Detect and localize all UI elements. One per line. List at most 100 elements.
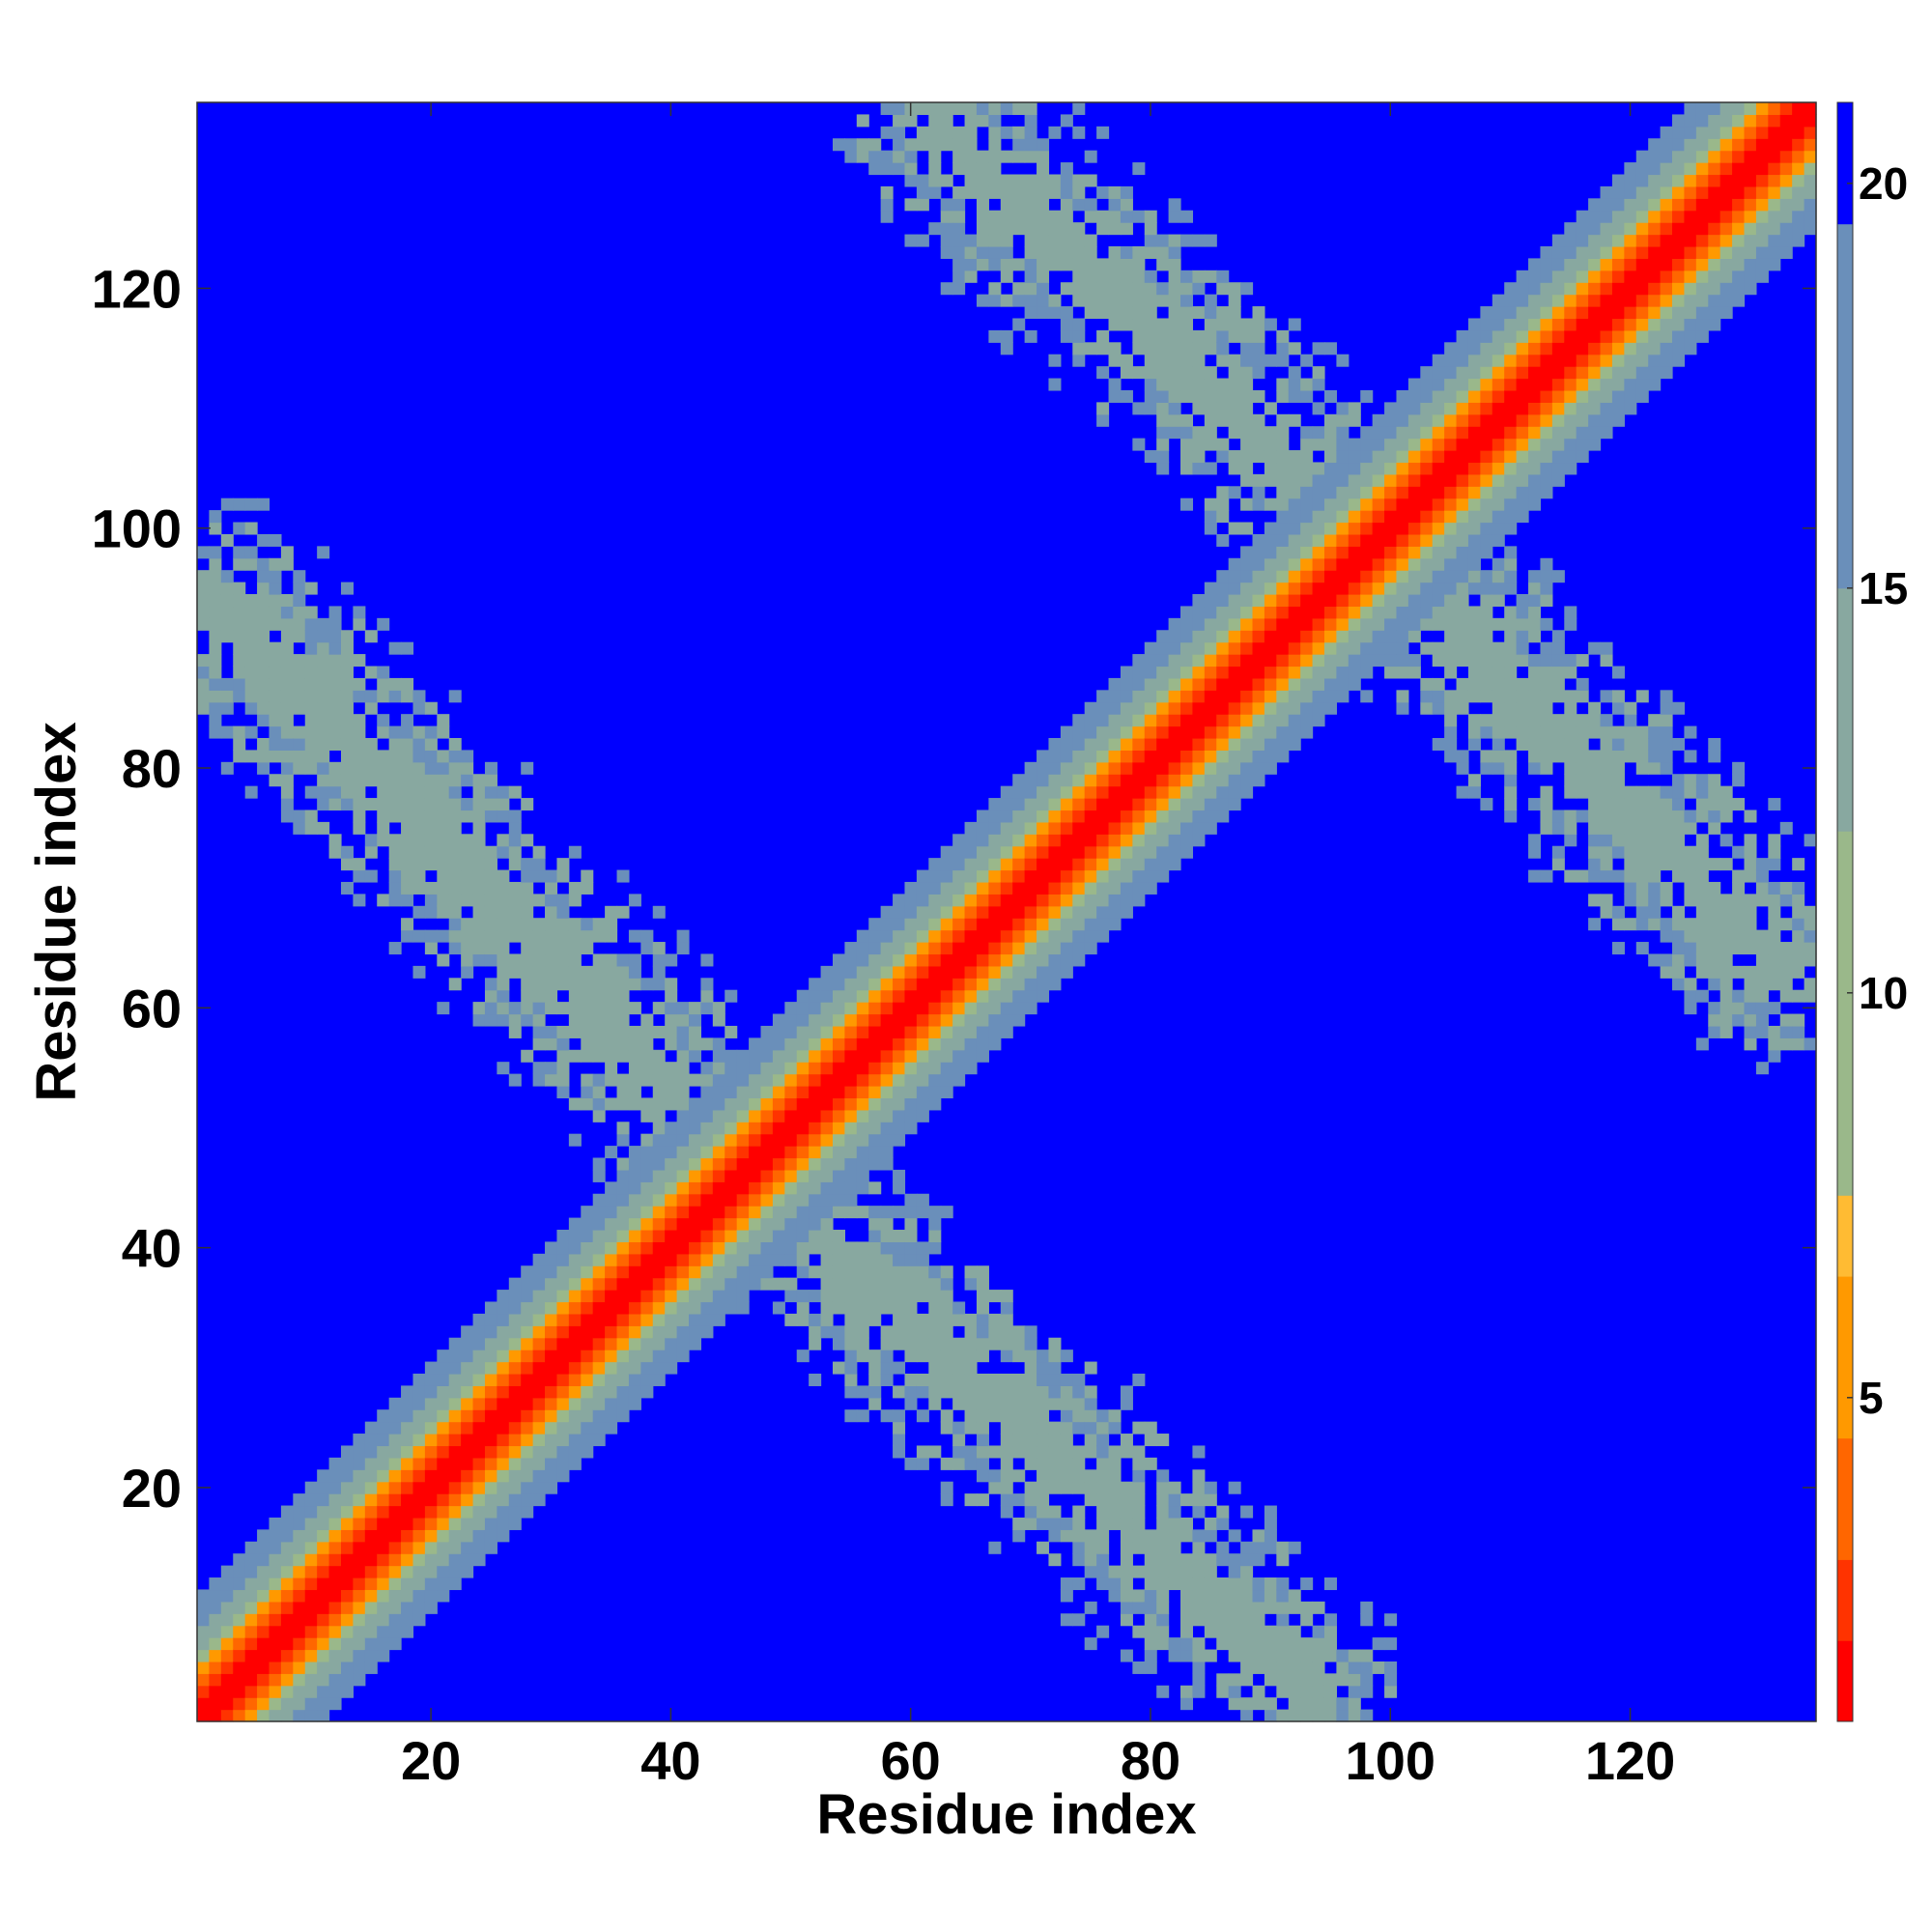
heatmap-cell: [448, 690, 462, 703]
heatmap-cell: [592, 1290, 606, 1303]
heatmap-cell: [437, 1434, 450, 1447]
heatmap-cell: [1252, 594, 1265, 608]
heatmap-cell: [1660, 690, 1673, 703]
heatmap-cell: [1228, 701, 1241, 715]
heatmap-cell: [269, 714, 282, 727]
heatmap-cell: [940, 918, 953, 931]
heatmap-cell: [497, 942, 510, 955]
heatmap-cell: [652, 1157, 666, 1171]
heatmap-cell: [340, 1457, 354, 1470]
heatmap-cell: [1144, 834, 1157, 847]
heatmap-cell: [1240, 1505, 1254, 1519]
heatmap-cell: [940, 1325, 953, 1339]
heatmap-cell: [220, 497, 234, 511]
heatmap-cell: [856, 1313, 869, 1326]
heatmap-cell: [484, 858, 497, 871]
heatmap-cell: [269, 1529, 282, 1543]
heatmap-cell: [280, 1709, 294, 1722]
heatmap-cell: [628, 1146, 641, 1159]
heatmap-cell: [388, 942, 402, 955]
heatmap-cell: [545, 1037, 558, 1051]
heatmap-cell: [952, 198, 966, 212]
heatmap-cell: [1168, 725, 1181, 739]
heatmap-cell: [1264, 318, 1277, 331]
heatmap-cell: [1024, 150, 1037, 163]
heatmap-cell: [1180, 750, 1194, 763]
heatmap-cell: [1323, 1685, 1337, 1698]
heatmap-cell: [1660, 953, 1673, 967]
heatmap-cell: [1624, 174, 1637, 187]
heatmap-cell: [353, 1517, 366, 1530]
heatmap-cell: [893, 1301, 906, 1315]
heatmap-cell: [484, 1469, 497, 1483]
heatmap-cell: [472, 929, 486, 943]
heatmap-cell: [832, 1122, 845, 1135]
heatmap-cell: [581, 1325, 594, 1339]
heatmap-cell: [317, 1553, 330, 1567]
heatmap-cell: [1492, 413, 1505, 427]
heatmap-cell: [257, 533, 270, 547]
heatmap-cell: [437, 750, 450, 763]
heatmap-cell: [1300, 1577, 1314, 1591]
heatmap-cell: [820, 1062, 834, 1075]
heatmap-cell: [497, 869, 510, 883]
heatmap-cell: [784, 1025, 798, 1038]
heatmap-cell: [340, 1589, 354, 1603]
heatmap-cell: [388, 1421, 402, 1435]
heatmap-cell: [1635, 318, 1649, 331]
heatmap-cell: [1060, 222, 1073, 236]
heatmap-cell: [1264, 438, 1277, 451]
heatmap-cell: [712, 1109, 725, 1122]
heatmap-cell: [784, 1049, 798, 1063]
heatmap-cell: [1216, 389, 1230, 403]
heatmap-cell: [448, 918, 462, 931]
heatmap-cell: [904, 174, 918, 187]
heatmap-cell: [1480, 497, 1493, 511]
heatmap-cell: [652, 1253, 666, 1266]
heatmap-cell: [1708, 162, 1721, 176]
heatmap-cell: [317, 546, 330, 559]
heatmap-cell: [976, 258, 989, 271]
heatmap-cell: [556, 1229, 570, 1242]
heatmap-cell: [964, 1421, 978, 1435]
heatmap-cell: [1000, 1325, 1013, 1339]
heatmap-cell: [1132, 714, 1146, 727]
heatmap-cell: [424, 1529, 438, 1543]
heatmap-cell: [1012, 1517, 1026, 1530]
heatmap-cell: [1252, 1529, 1265, 1543]
heatmap-cell: [508, 1277, 522, 1291]
heatmap-cell: [1708, 821, 1721, 835]
heatmap-cell: [1564, 737, 1577, 751]
heatmap-cell: [1024, 138, 1037, 152]
heatmap-cell: [1540, 258, 1553, 271]
heatmap-cell: [1516, 486, 1529, 499]
heatmap-cell: [556, 1086, 570, 1099]
heatmap-cell: [1432, 690, 1445, 703]
heatmap-cell: [568, 1445, 582, 1459]
heatmap-cell: [1372, 497, 1385, 511]
heatmap-cell: [964, 1037, 978, 1051]
heatmap-cell: [364, 1445, 378, 1459]
heatmap-cell: [928, 1397, 942, 1410]
heatmap-cell: [796, 1146, 810, 1159]
heatmap-cell: [1708, 185, 1721, 199]
heatmap-cell: [1204, 630, 1217, 643]
heatmap-cell: [796, 1181, 810, 1195]
heatmap-cell: [1084, 881, 1097, 895]
heatmap-cell: [1516, 402, 1529, 415]
heatmap-cell: [1000, 953, 1013, 967]
heatmap-cell: [280, 750, 294, 763]
heatmap-cell: [809, 1025, 822, 1038]
heatmap-cell: [233, 677, 246, 691]
heatmap-cell: [616, 1002, 630, 1015]
heatmap-cell: [233, 497, 246, 511]
heatmap-cell: [1396, 582, 1409, 595]
heatmap-cell: [1732, 965, 1746, 979]
heatmap-cell: [233, 737, 246, 751]
heatmap-cell: [592, 1013, 606, 1027]
heatmap-cell: [1084, 258, 1097, 271]
heatmap-cell: [952, 1397, 966, 1410]
heatmap-cell: [1037, 1493, 1050, 1507]
heatmap-cell: [1072, 198, 1086, 212]
heatmap-cell: [412, 1434, 426, 1447]
